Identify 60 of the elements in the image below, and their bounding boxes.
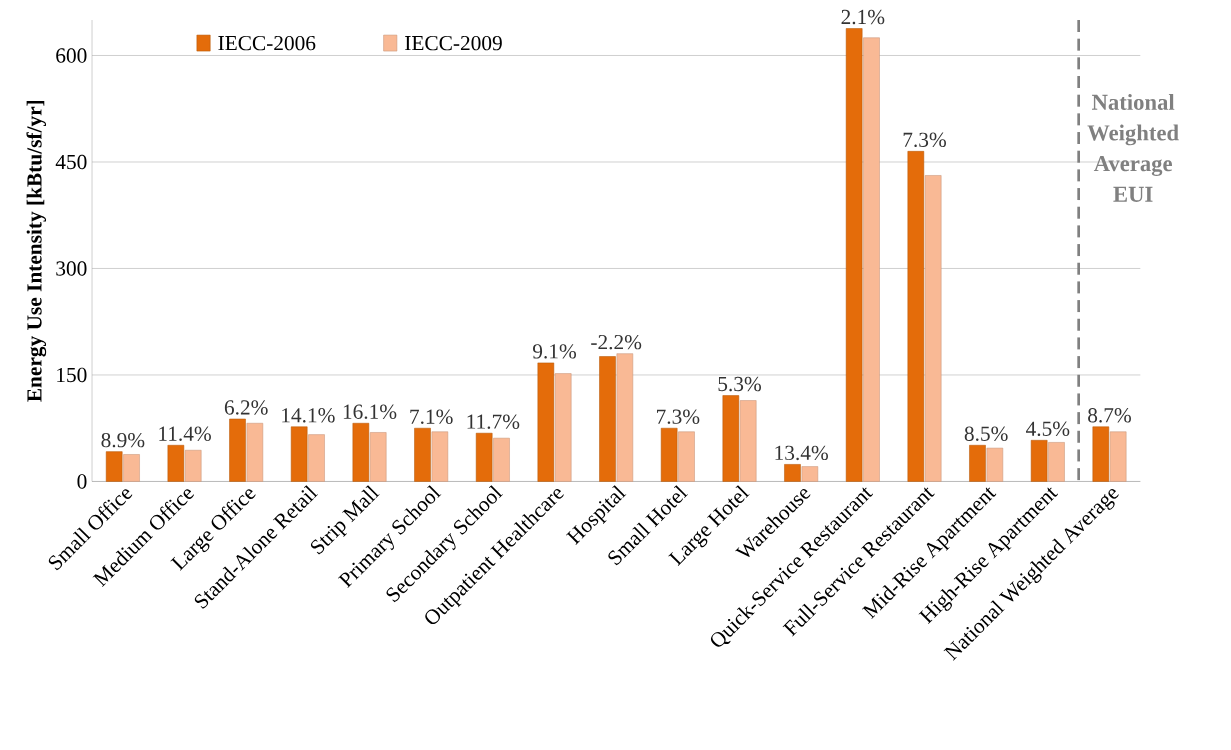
bar bbox=[986, 448, 1004, 482]
bar bbox=[290, 426, 308, 482]
annotation: 7.3% bbox=[903, 132, 946, 148]
bar bbox=[784, 464, 801, 482]
bar bbox=[414, 428, 431, 482]
y-tick-label: 300 bbox=[56, 261, 87, 276]
bar bbox=[616, 353, 634, 482]
bar bbox=[739, 400, 757, 482]
bar bbox=[308, 434, 325, 482]
bar bbox=[1109, 431, 1127, 482]
y-tick-label: 0 bbox=[77, 474, 87, 489]
bar bbox=[863, 37, 880, 482]
y-axis-title: Energy Use Intensity [kBtu/sf/yr] bbox=[26, 101, 47, 403]
bar bbox=[475, 433, 493, 482]
bar bbox=[246, 423, 264, 482]
bar bbox=[229, 418, 246, 482]
bar bbox=[660, 428, 678, 482]
bar bbox=[352, 423, 370, 482]
bar bbox=[969, 445, 986, 482]
bar bbox=[167, 445, 185, 482]
y-tick-label: 600 bbox=[56, 48, 87, 63]
y-tick-label: 450 bbox=[55, 155, 87, 170]
bar bbox=[537, 362, 555, 482]
legend-label: IECC-2009 bbox=[405, 36, 502, 51]
annotation: 2.1% bbox=[841, 10, 885, 25]
bar bbox=[369, 432, 387, 482]
bar bbox=[184, 450, 202, 482]
annotation: National Weighted Average EUI bbox=[1087, 94, 1179, 203]
bar bbox=[105, 451, 123, 482]
annotation: 7.3% bbox=[657, 409, 700, 425]
annotation: 16.1% bbox=[343, 404, 397, 420]
bar bbox=[801, 466, 819, 482]
bar bbox=[845, 28, 863, 482]
bar bbox=[1030, 440, 1048, 482]
annotation: 5.3% bbox=[718, 377, 761, 392]
y-tick-label: 150 bbox=[57, 368, 87, 383]
annotation: 8.5% bbox=[964, 426, 1008, 442]
annotation: 13.4% bbox=[775, 445, 828, 461]
bar bbox=[123, 454, 140, 482]
bar bbox=[907, 151, 925, 482]
annotation: 14.1% bbox=[282, 408, 335, 423]
bar bbox=[599, 356, 616, 482]
bar bbox=[722, 395, 740, 482]
annotation: 7.1% bbox=[410, 409, 453, 425]
bar bbox=[1092, 426, 1110, 482]
bar bbox=[1048, 442, 1065, 482]
bar bbox=[493, 438, 510, 482]
legend-label: IECC-2006 bbox=[218, 36, 316, 51]
annotation: 4.5% bbox=[1026, 421, 1070, 437]
annotation: 11.4% bbox=[159, 426, 211, 442]
annotation: 8.9% bbox=[101, 433, 145, 448]
bar bbox=[554, 373, 572, 482]
annotation: 11.7% bbox=[467, 414, 520, 430]
bar bbox=[924, 175, 942, 482]
bar bbox=[678, 431, 695, 482]
annotation: 6.2% bbox=[224, 400, 268, 415]
annotation: 8.7% bbox=[1088, 408, 1131, 423]
annotation: -2.2% bbox=[591, 335, 642, 350]
bar bbox=[431, 431, 449, 482]
annotation: 9.1% bbox=[532, 344, 577, 359]
